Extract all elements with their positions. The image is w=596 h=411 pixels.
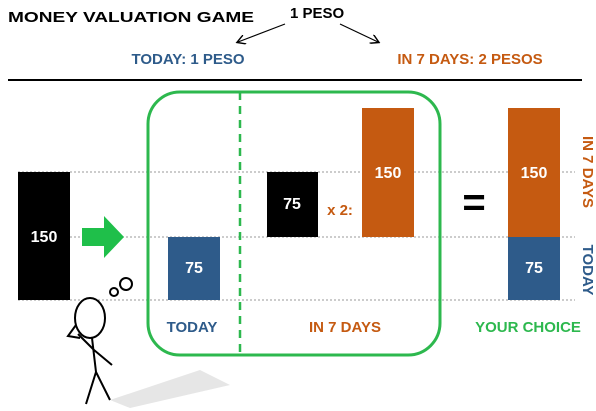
later-label: IN 7 DAYS xyxy=(309,319,381,336)
arrow-left xyxy=(238,23,286,42)
equals: = xyxy=(462,181,485,225)
block-label: 150 xyxy=(521,165,548,182)
choice-label: YOUR CHOICE xyxy=(475,319,581,336)
later-header: IN 7 DAYS: 2 PESOS xyxy=(397,51,542,68)
title: MONEY VALUATION GAME xyxy=(8,9,254,26)
stick-figure xyxy=(66,277,133,405)
block-label: 75 xyxy=(185,260,203,277)
today-block xyxy=(168,237,220,300)
shadow xyxy=(110,370,230,408)
green-arrow xyxy=(82,216,124,258)
base-block xyxy=(267,172,318,237)
start-block xyxy=(18,172,70,300)
later-block xyxy=(362,108,414,237)
block-label: 75 xyxy=(283,196,301,213)
side-today-label: TODAY xyxy=(579,245,596,296)
center-label: 1 PESO xyxy=(290,5,345,22)
arrow-right xyxy=(339,23,378,42)
block-label: 75 xyxy=(525,260,543,277)
multiplier: x 2: xyxy=(327,202,353,219)
choice-later-block xyxy=(508,108,560,237)
side-later-label: IN 7 DAYS xyxy=(579,136,596,208)
frame xyxy=(146,90,442,357)
block-label: 150 xyxy=(375,165,402,182)
today-label: TODAY xyxy=(167,319,218,336)
choice-today-block xyxy=(508,237,560,300)
today-header: TODAY: 1 PESO xyxy=(131,51,244,68)
block-label: 150 xyxy=(31,229,58,246)
